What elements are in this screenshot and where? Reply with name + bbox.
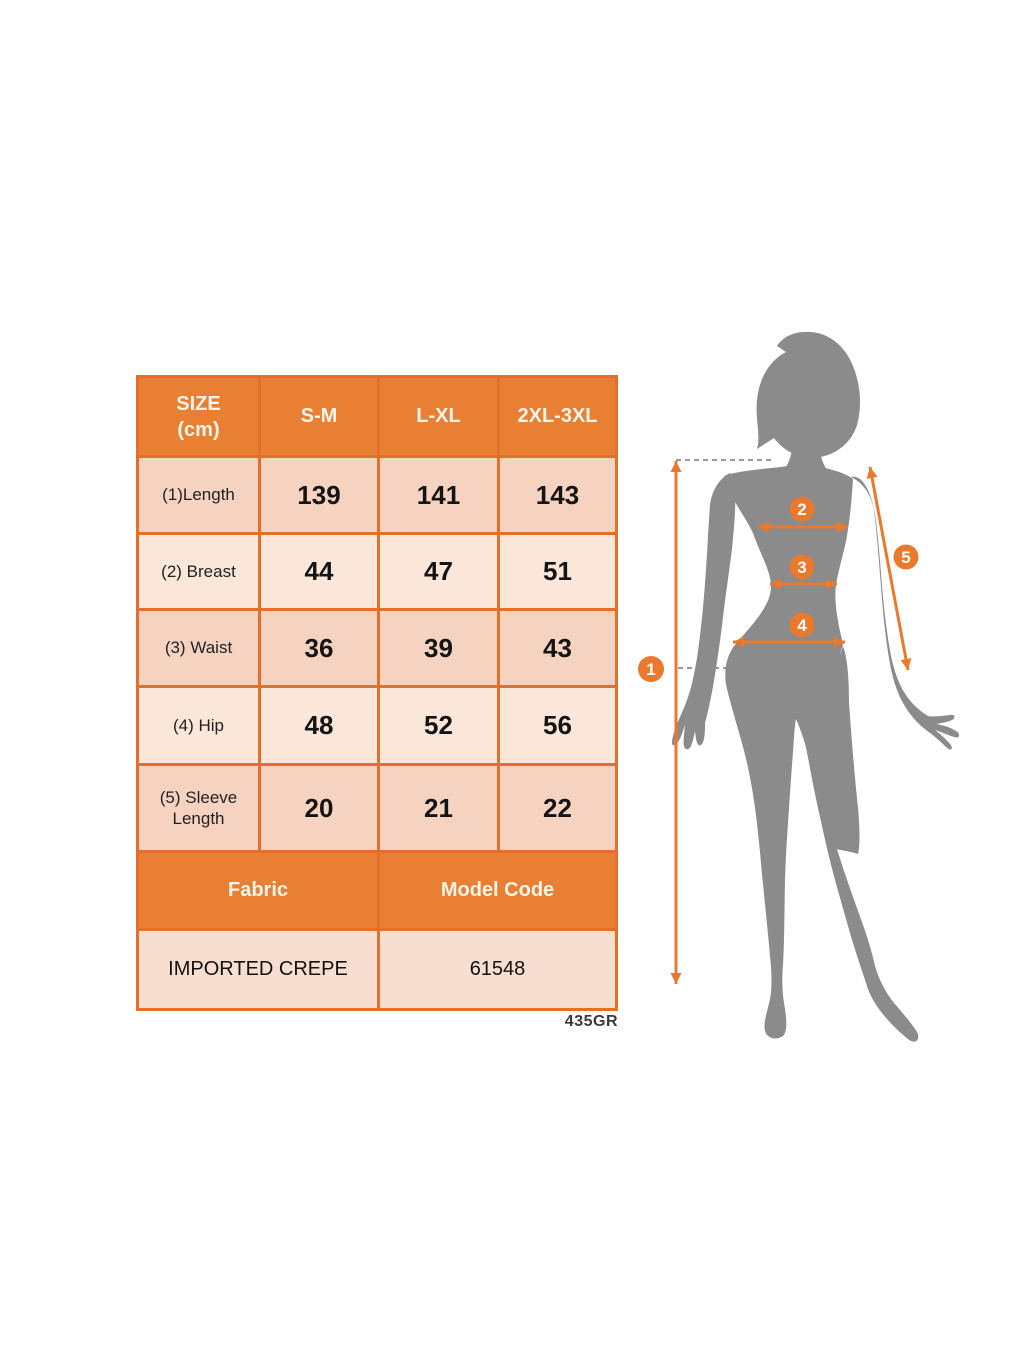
value-cell: 52 bbox=[377, 685, 500, 766]
silhouette-head bbox=[775, 368, 837, 456]
marker-2-label: 2 bbox=[797, 500, 806, 519]
table-footer-value-row: IMPORTED CREPE 61548 bbox=[136, 928, 618, 1011]
value-cell: 44 bbox=[258, 532, 380, 611]
marker-badges: 1 2 3 4 5 bbox=[638, 496, 919, 682]
silhouette-left-arm bbox=[671, 473, 736, 750]
marker-1-circle bbox=[638, 656, 664, 682]
value-cell: 36 bbox=[258, 608, 380, 688]
column-header-lxl: L-XL bbox=[377, 375, 500, 458]
column-header-sm: S-M bbox=[258, 375, 380, 458]
weight-footnote: 435GR bbox=[564, 1013, 618, 1030]
marker-5-label: 5 bbox=[901, 548, 910, 567]
table-header-row: SIZE (cm) S-M L-XL 2XL-3XL bbox=[136, 375, 618, 458]
table-row: (2) Breast 44 47 51 bbox=[136, 532, 618, 611]
female-silhouette bbox=[671, 331, 960, 1042]
marker-3-circle bbox=[789, 554, 815, 580]
marker-2-circle bbox=[789, 496, 815, 522]
sleeve-arrow bbox=[866, 466, 912, 671]
silhouette-right-arm bbox=[851, 476, 960, 750]
value-cell: 47 bbox=[377, 532, 500, 611]
value-cell: 21 bbox=[377, 763, 500, 853]
marker-3-label: 3 bbox=[797, 558, 806, 577]
marker-1-label: 1 bbox=[646, 660, 655, 679]
row-label-cell: (2) Breast bbox=[136, 532, 261, 611]
table-row: (4) Hip 48 52 56 bbox=[136, 685, 618, 766]
silhouette-right-thigh bbox=[800, 646, 860, 854]
value-cell: 22 bbox=[497, 763, 618, 853]
value-cell: 139 bbox=[258, 455, 380, 535]
row-label-cell: (5) Sleeve Length bbox=[136, 763, 261, 853]
table-row: (5) Sleeve Length 20 21 22 bbox=[136, 763, 618, 853]
table-row: (3) Waist 36 39 43 bbox=[136, 608, 618, 688]
value-cell: 143 bbox=[497, 455, 618, 535]
corner-header-line2: (cm) bbox=[177, 418, 220, 441]
model-code-header-cell: Model Code bbox=[377, 850, 618, 931]
row-label-cell: (4) Hip bbox=[136, 685, 261, 766]
value-cell: 141 bbox=[377, 455, 500, 535]
silhouette-body bbox=[724, 463, 919, 1042]
silhouette-neck bbox=[782, 428, 829, 473]
column-header-2xl3xl: 2XL-3XL bbox=[497, 375, 618, 458]
corner-header-cell: SIZE (cm) bbox=[136, 375, 261, 458]
value-cell: 43 bbox=[497, 608, 618, 688]
value-cell: 56 bbox=[497, 685, 618, 766]
value-cell: 39 bbox=[377, 608, 500, 688]
row-label-cell: (1)Length bbox=[136, 455, 261, 535]
measurement-arrows bbox=[670, 461, 912, 984]
marker-5-circle bbox=[893, 544, 919, 570]
marker-4-circle bbox=[789, 612, 815, 638]
size-chart-table: SIZE (cm) S-M L-XL 2XL-3XL (1)Length 139… bbox=[136, 375, 618, 1011]
fabric-header-cell: Fabric bbox=[136, 850, 380, 931]
measurement-figure: 1 2 3 4 5 bbox=[620, 330, 980, 1055]
table-footer-header-row: Fabric Model Code bbox=[136, 850, 618, 931]
fabric-value-cell: IMPORTED CREPE bbox=[136, 928, 380, 1011]
value-cell: 48 bbox=[258, 685, 380, 766]
model-code-value-cell: 61548 bbox=[377, 928, 618, 1011]
marker-4-label: 4 bbox=[797, 616, 807, 635]
value-cell: 20 bbox=[258, 763, 380, 853]
table-row: (1)Length 139 141 143 bbox=[136, 455, 618, 535]
corner-header-line1: SIZE bbox=[176, 392, 221, 415]
row-label-cell: (3) Waist bbox=[136, 608, 261, 688]
value-cell: 51 bbox=[497, 532, 618, 611]
